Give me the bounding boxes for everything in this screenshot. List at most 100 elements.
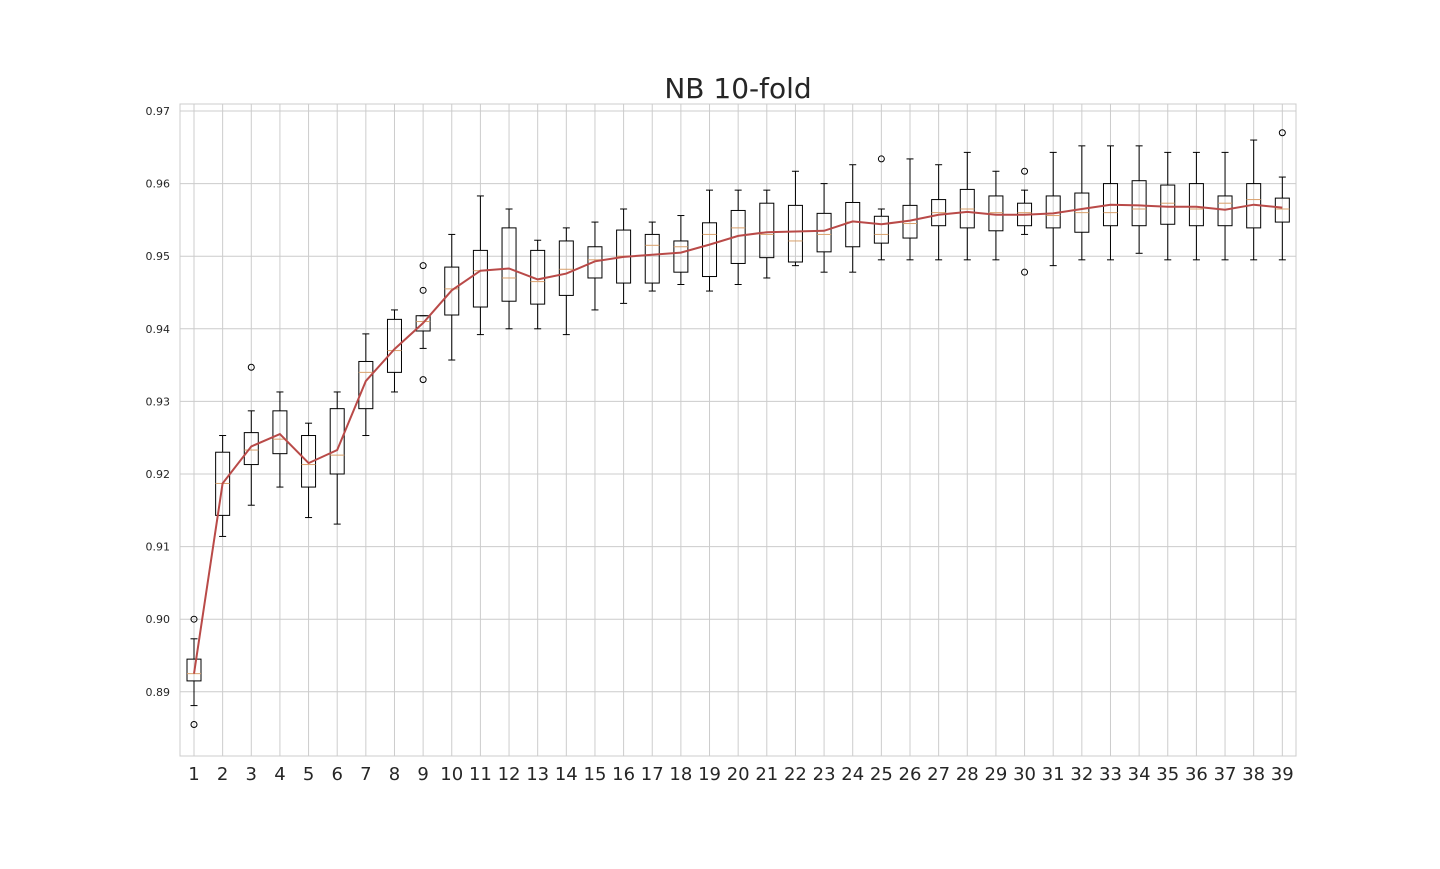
x-tick-label: 37 [1214,764,1237,785]
box-iqr [501,227,517,302]
box-19 [702,189,718,292]
x-tick-label: 20 [727,764,750,785]
box-iqr [1131,180,1147,227]
box-iqr [415,315,431,332]
outlier-point [1278,129,1286,137]
x-tick-label: 16 [612,764,635,785]
box-12 [501,208,517,330]
box-25 [873,155,889,261]
x-tick-label: 12 [498,764,521,785]
box-33 [1102,145,1118,261]
box-iqr [1188,183,1204,227]
grid-lines [180,104,1296,756]
box-7 [358,333,374,437]
outlier-point [190,720,198,728]
x-tick-label: 27 [927,764,950,785]
box-iqr [272,410,288,455]
box-18 [673,215,689,286]
x-tick-label: 25 [870,764,893,785]
box-iqr [730,209,746,264]
x-tick-label: 24 [841,764,864,785]
box-iqr [444,266,460,316]
y-tick-label: 0.90 [146,613,171,626]
plot-frame [179,103,1297,757]
box-27 [931,164,947,261]
x-tick-label: 29 [984,764,1007,785]
box-3 [243,363,259,506]
box-iqr [301,435,317,488]
y-tick-label: 0.91 [146,541,171,554]
box-iqr [386,318,402,373]
box-iqr [558,240,574,296]
y-tick-label: 0.89 [146,686,171,699]
x-tick-label: 8 [389,764,400,785]
box-iqr [358,360,374,410]
x-tick-label: 15 [584,764,607,785]
box-35 [1160,151,1176,261]
box-38 [1246,139,1262,261]
x-tick-label: 30 [1013,764,1036,785]
box-22 [787,170,803,267]
x-tick-label: 10 [440,764,463,785]
x-tick-label: 9 [417,764,428,785]
outlier-point [877,155,885,163]
box-23 [816,183,832,273]
outlier-point [1021,167,1029,175]
box-5 [301,422,317,519]
x-tick-label: 2 [217,764,228,785]
outlier-point [1021,268,1029,276]
x-tick-label: 34 [1128,764,1151,785]
x-tick-label: 19 [698,764,721,785]
box-iqr [1160,184,1176,225]
box-iqr [1274,197,1290,223]
y-tick-label: 0.93 [146,395,171,408]
box-iqr [873,215,889,244]
box-iqr [787,204,803,263]
x-tick-label: 31 [1042,764,1065,785]
box-34 [1131,145,1147,254]
x-tick-label: 13 [526,764,549,785]
box-32 [1074,145,1090,261]
x-tick-label: 36 [1185,764,1208,785]
y-tick-label: 0.96 [146,178,171,191]
box-20 [730,189,746,286]
box-14 [558,227,574,336]
box-36 [1188,151,1204,261]
y-tick-label: 0.97 [146,105,171,118]
x-tick-label: 7 [360,764,371,785]
x-tick-label: 14 [555,764,578,785]
box-series [186,129,1290,728]
x-tick-label: 22 [784,764,807,785]
x-tick-label: 39 [1271,764,1294,785]
mean-line-series [193,203,1283,674]
x-tick-label: 4 [274,764,285,785]
box-iqr [673,240,689,273]
box-6 [329,391,345,525]
outlier-point [419,286,427,294]
box-28 [959,151,975,261]
box-iqr [243,432,259,466]
mean-line [193,203,1283,674]
x-tick-label: 1 [188,764,199,785]
box-15 [587,221,603,311]
outlier-point [190,615,198,623]
box-iqr [587,246,603,279]
box-iqr [759,202,775,259]
outlier-point [247,363,255,371]
box-iqr [816,212,832,253]
box-iqr [702,222,718,278]
x-tick-label: 18 [669,764,692,785]
box-iqr [1217,195,1233,227]
box-37 [1217,151,1233,261]
y-tick-label: 0.95 [146,250,171,263]
x-tick-label: 26 [899,764,922,785]
box-26 [902,158,918,261]
box-17 [644,221,660,292]
box-iqr [186,658,202,682]
outlier-point [419,376,427,384]
outlier-point [419,262,427,270]
x-tick-label: 35 [1156,764,1179,785]
box-iqr [472,249,488,308]
